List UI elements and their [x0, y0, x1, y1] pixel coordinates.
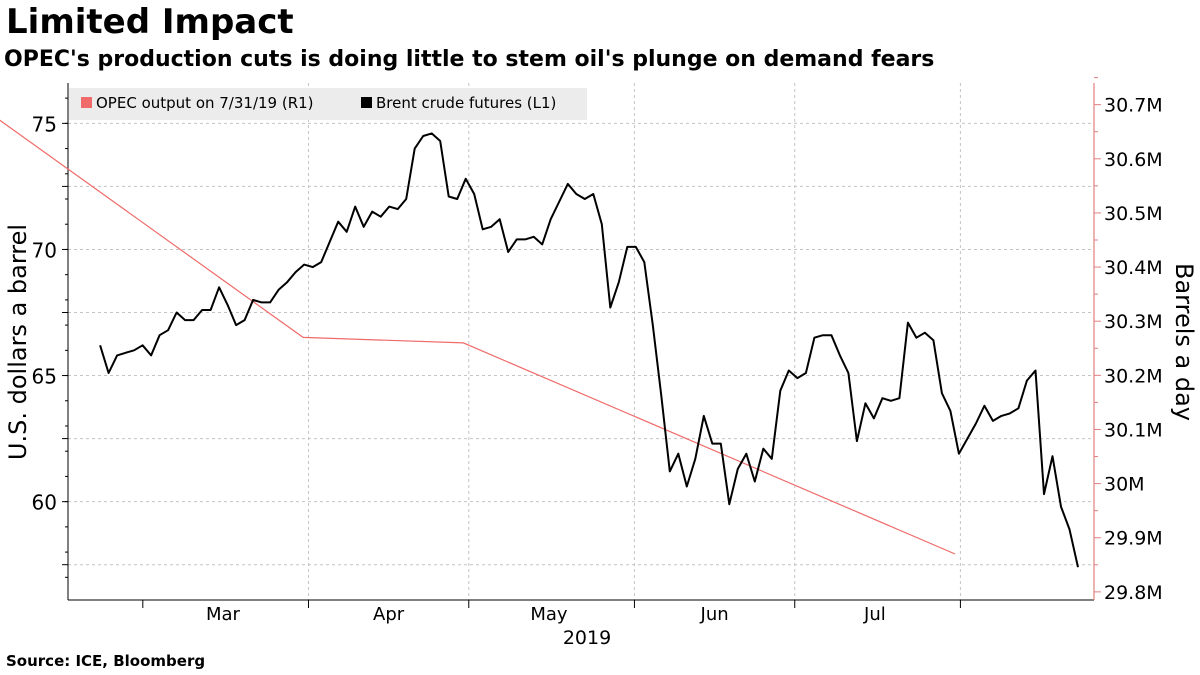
legend-swatch-brent: [361, 97, 372, 108]
right-axis-tick-label: 30.2M: [1104, 365, 1163, 387]
chart-subtitle: OPEC's production cuts is doing little t…: [4, 47, 935, 72]
x-axis-labels: Mar Apr May Jun Jul: [206, 604, 886, 625]
x-axis-month-label: Jun: [700, 604, 729, 625]
chart-title: Limited Impact: [6, 2, 294, 42]
right-axis-tick-label: 30.6M: [1104, 149, 1163, 171]
x-axis-month-label: Apr: [373, 604, 405, 625]
series-layer: [0, 119, 1079, 568]
right-axis-tick-label: 30.4M: [1104, 257, 1163, 279]
brent-crude-line: [99, 132, 1079, 568]
left-axis-tick-label: 65: [32, 365, 57, 389]
right-axis-tick-label: 30M: [1104, 474, 1145, 496]
right-axis-tick-label: 30.7M: [1104, 95, 1163, 117]
right-axis-tick-label: 29.9M: [1104, 528, 1163, 550]
right-axis-tick-label: 30.3M: [1104, 311, 1163, 333]
chart-source: Source: ICE, Bloomberg: [6, 652, 206, 670]
right-axis-tick-label: 30.1M: [1104, 419, 1163, 441]
x-axis-month-label: May: [530, 604, 568, 625]
left-axis-labels: 60 65 70 75: [32, 112, 57, 514]
left-axis-tick-label: 75: [32, 112, 57, 136]
right-axis-tick-label: 29.8M: [1104, 582, 1163, 604]
legend-label-brent: Brent crude futures (L1): [376, 94, 556, 112]
right-axis-labels: 29.8M 29.9M 30M 30.1M 30.2M 30.3M 30.4M 30.5M 30…: [1104, 95, 1163, 604]
x-axis-month-label: Jul: [863, 604, 886, 625]
legend-label-opec: OPEC output on 7/31/19 (R1): [96, 94, 314, 112]
grid-lines: [68, 83, 1094, 600]
right-axis-tick-label: 30.5M: [1104, 203, 1163, 225]
left-axis-tick-label: 70: [32, 238, 57, 262]
right-axis-title: Barrels a day: [1170, 263, 1198, 421]
opec-output-line: [0, 119, 956, 555]
x-axis-year-label: 2019: [563, 627, 611, 649]
legend-swatch-opec: [81, 97, 92, 108]
tick-marks: [62, 77, 1101, 608]
legend: OPEC output on 7/31/19 (R1) Brent crude …: [69, 88, 587, 120]
x-axis-month-label: Mar: [206, 604, 241, 625]
left-axis-tick-label: 60: [32, 491, 57, 515]
left-axis-title: U.S. dollars a barrel: [4, 224, 32, 460]
legend-background: [69, 88, 587, 120]
